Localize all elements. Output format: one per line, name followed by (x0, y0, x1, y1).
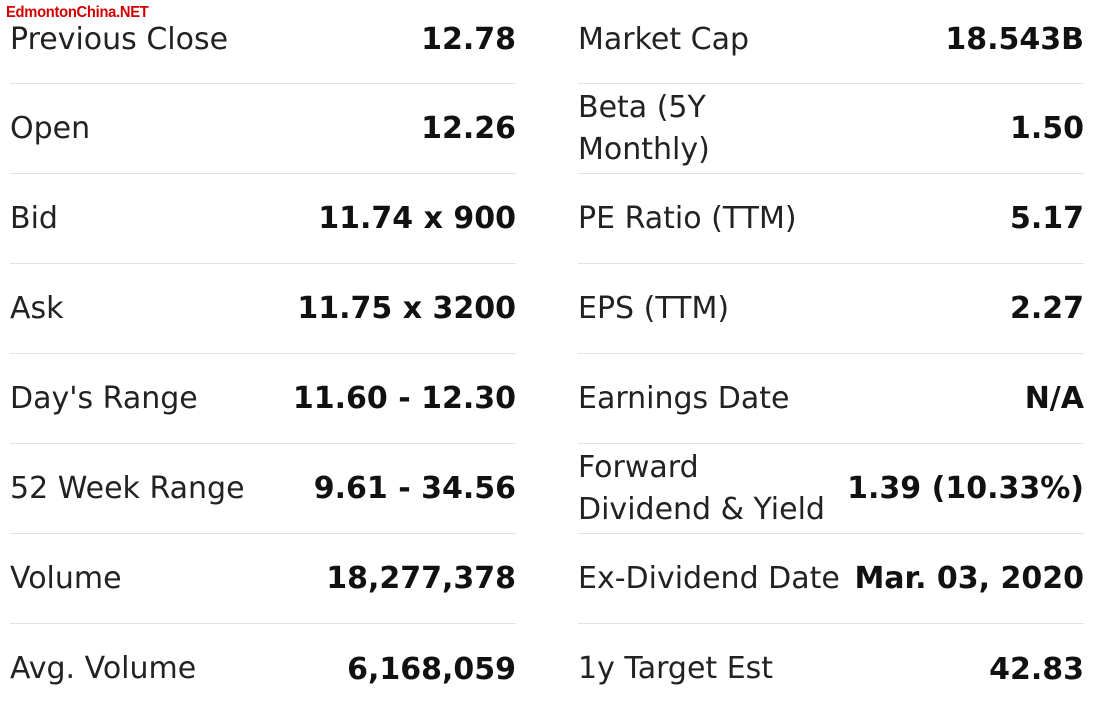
row-label: Forward Dividend & Yield (578, 449, 825, 527)
row-value: 11.74 x 900 (318, 201, 516, 236)
table-row-days-range: Day's Range 11.60 - 12.30 (10, 354, 516, 444)
table-row-beta: Beta (5Y Monthly) 1.50 (578, 84, 1084, 174)
row-value: 11.60 - 12.30 (292, 381, 516, 416)
row-label: Bid (10, 200, 58, 236)
row-value: 18,277,378 (326, 561, 516, 596)
row-value: 6,168,059 (347, 651, 516, 687)
row-value: 18.543B (945, 22, 1084, 57)
row-value: 5.17 (1009, 201, 1084, 236)
stats-table-right: Market Cap 18.543B Beta (5Y Monthly) 1.5… (578, 0, 1084, 714)
table-row-1y-target: 1y Target Est 42.83 (578, 624, 1084, 714)
table-row-eps: EPS (TTM) 2.27 (578, 264, 1084, 354)
row-label: Open (10, 110, 91, 146)
row-label: EPS (TTM) (578, 290, 730, 326)
table-row-52-week-range: 52 Week Range 9.61 - 34.56 (10, 444, 516, 534)
row-value: 42.83 (989, 651, 1084, 687)
table-row-volume: Volume 18,277,378 (10, 534, 516, 624)
row-label: Ex-Dividend Date (578, 560, 840, 596)
table-row-bid: Bid 11.74 x 900 (10, 174, 516, 264)
table-row-ask: Ask 11.75 x 3200 (10, 264, 516, 354)
row-label: PE Ratio (TTM) (578, 200, 797, 236)
row-value: 9.61 - 34.56 (313, 471, 516, 506)
row-value: N/A (1024, 381, 1084, 416)
table-row-forward-dividend: Forward Dividend & Yield 1.39 (10.33%) (578, 444, 1084, 534)
row-label: Avg. Volume (10, 651, 197, 686)
watermark-logo: EdmontonChina.NET (6, 4, 149, 21)
row-label: 52 Week Range (10, 470, 245, 506)
stats-table-left: Previous Close 12.78 Open 12.26 Bid 11.7… (10, 0, 516, 714)
table-row-pe-ratio: PE Ratio (TTM) 5.17 (578, 174, 1084, 264)
row-label: Previous Close (10, 21, 229, 57)
row-value: 12.78 (421, 22, 516, 57)
table-row-market-cap: Market Cap 18.543B (578, 0, 1084, 84)
table-row-earnings-date: Earnings Date N/A (578, 354, 1084, 444)
row-value: 11.75 x 3200 (297, 291, 516, 326)
table-row-ex-dividend-date: Ex-Dividend Date Mar. 03, 2020 (578, 534, 1084, 624)
row-label: Market Cap (578, 21, 750, 57)
row-value: 2.27 (1009, 291, 1084, 326)
row-value: 1.50 (1009, 111, 1084, 146)
row-label: Volume (10, 560, 122, 596)
row-value: Mar. 03, 2020 (854, 561, 1084, 596)
table-row-open: Open 12.26 (10, 84, 516, 174)
table-row-previous-close: Previous Close 12.78 (10, 0, 516, 84)
row-value: 12.26 (421, 111, 516, 146)
row-label: Day's Range (10, 380, 198, 416)
row-label: 1y Target Est (578, 651, 774, 686)
row-label: Beta (5Y Monthly) (578, 89, 710, 167)
row-label: Ask (10, 290, 64, 326)
row-value: 1.39 (10.33%) (847, 471, 1084, 506)
table-row-avg-volume: Avg. Volume 6,168,059 (10, 624, 516, 714)
row-label: Earnings Date (578, 380, 790, 416)
